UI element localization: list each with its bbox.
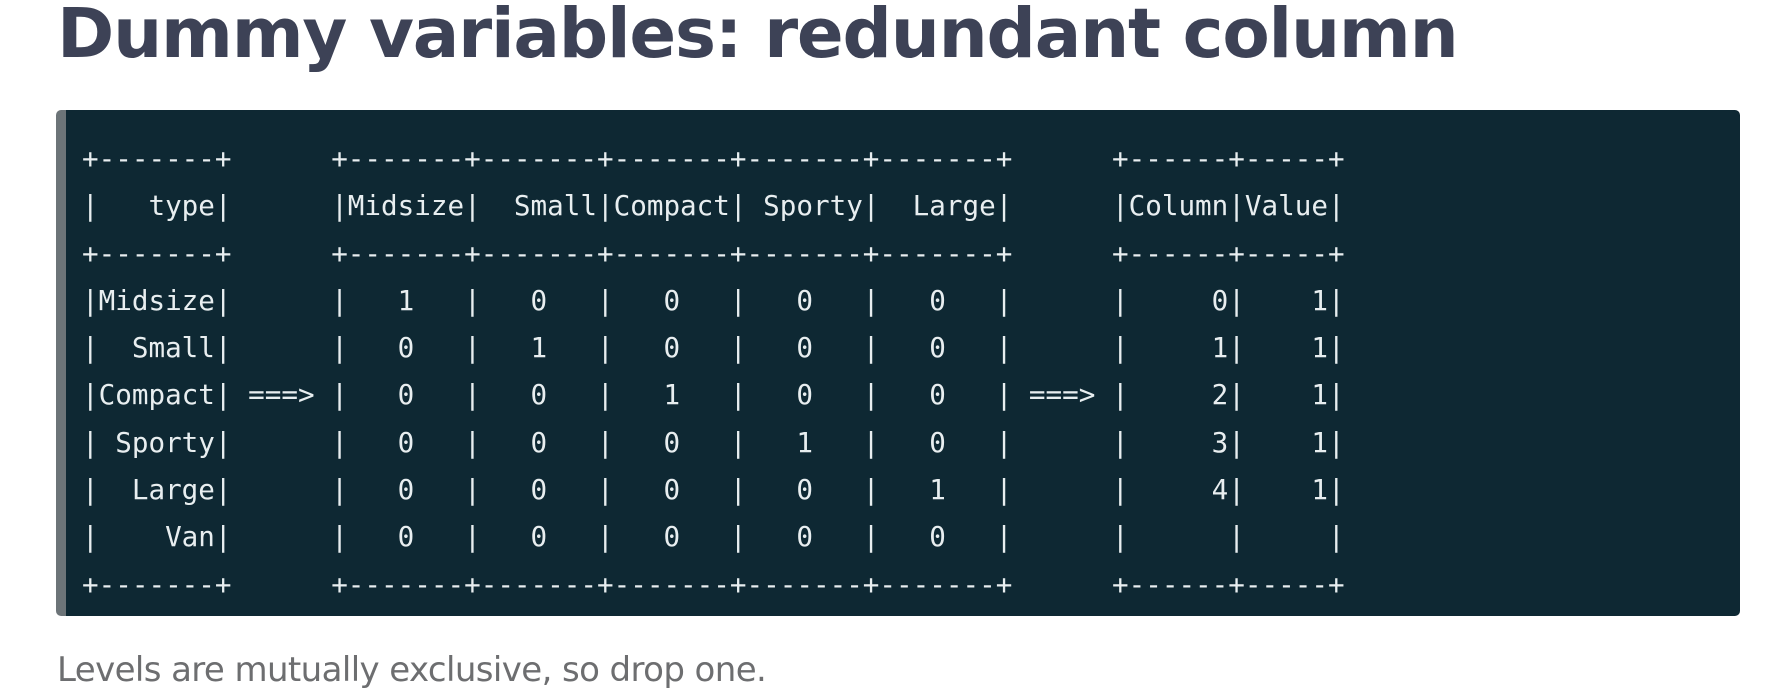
code-text: +-------+ +-------+-------+-------+-----…	[82, 135, 1345, 608]
code-block: +-------+ +-------+-------+-------+-----…	[56, 110, 1740, 616]
code-line: | type| |Midsize| Small|Compact| Sporty|…	[82, 189, 1345, 223]
slide-caption: Levels are mutually exclusive, so drop o…	[57, 650, 767, 690]
code-line: | Van| | 0 | 0 | 0 | 0 | 0 | | | |	[82, 520, 1345, 554]
slide-title: Dummy variables: redundant column	[57, 0, 1459, 74]
code-line: | Small| | 0 | 1 | 0 | 0 | 0 | | 1| 1|	[82, 331, 1345, 365]
code-line: +-------+ +-------+-------+-------+-----…	[82, 567, 1345, 601]
code-line: +-------+ +-------+-------+-------+-----…	[82, 142, 1345, 175]
code-line: |Compact| ===> | 0 | 0 | 1 | 0 | 0 | ===…	[82, 378, 1345, 412]
code-line: | Large| | 0 | 0 | 0 | 0 | 1 | | 4| 1|	[82, 473, 1345, 507]
code-line: +-------+ +-------+-------+-------+-----…	[82, 236, 1345, 270]
code-line: | Sporty| | 0 | 0 | 0 | 1 | 0 | | 3| 1|	[82, 425, 1345, 459]
code-line: |Midsize| | 1 | 0 | 0 | 0 | 0 | | 0| 1|	[82, 283, 1345, 317]
